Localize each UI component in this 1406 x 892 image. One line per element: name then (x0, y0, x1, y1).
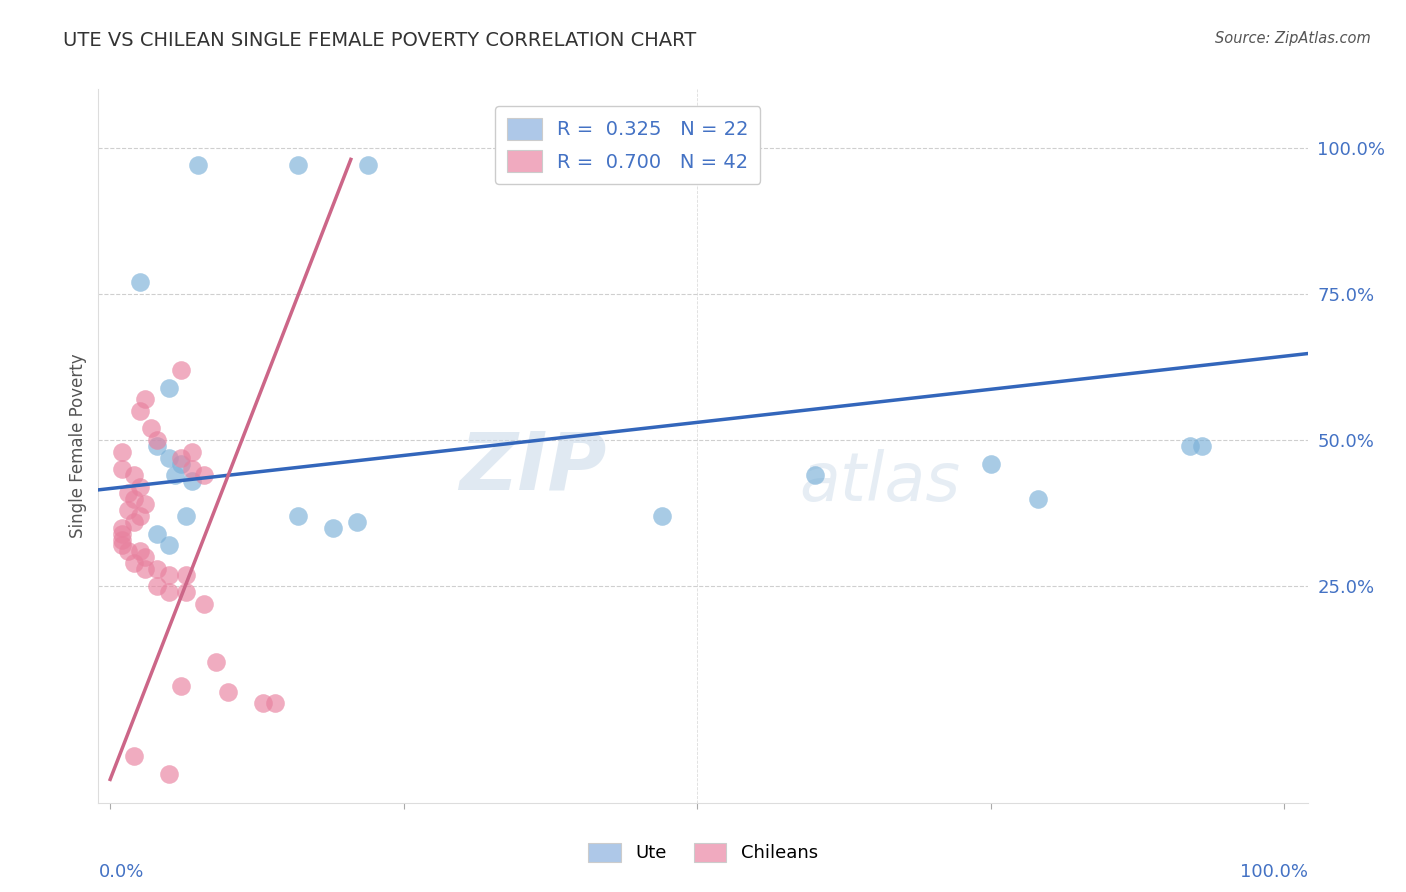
Point (146, 433, 169, 447)
Point (146, 579, 169, 593)
Point (169, 363, 191, 377)
Point (176, 509, 198, 524)
Point (287, 509, 309, 524)
Point (322, 521, 344, 535)
Point (111, 526, 134, 541)
Point (117, 485, 139, 500)
Text: UTE VS CHILEAN SINGLE FEMALE POVERTY CORRELATION CHART: UTE VS CHILEAN SINGLE FEMALE POVERTY COR… (63, 31, 696, 50)
Point (157, 766, 180, 780)
Point (117, 503, 139, 517)
Point (157, 380, 180, 394)
Point (122, 491, 145, 506)
Point (1026, 491, 1049, 506)
Point (111, 521, 134, 535)
Point (176, 567, 198, 582)
Point (169, 450, 191, 465)
Legend: Ute, Chileans: Ute, Chileans (581, 836, 825, 870)
Point (128, 480, 150, 494)
Point (128, 275, 150, 289)
Point (134, 392, 156, 407)
Point (117, 544, 139, 558)
Point (1180, 439, 1202, 453)
Text: Source: ZipAtlas.com: Source: ZipAtlas.com (1215, 31, 1371, 46)
Text: ZIP: ZIP (458, 428, 606, 507)
Point (181, 445, 204, 459)
Point (122, 556, 145, 570)
Legend: R =  0.325   N = 22, R =  0.700   N = 42: R = 0.325 N = 22, R = 0.700 N = 42 (495, 106, 761, 184)
Point (176, 585, 198, 599)
Point (128, 544, 150, 558)
Text: atlas: atlas (800, 449, 960, 515)
Point (346, 515, 368, 529)
Point (193, 468, 215, 483)
Point (204, 656, 226, 670)
Point (122, 749, 145, 764)
Point (263, 697, 285, 711)
Point (134, 498, 156, 512)
Point (111, 533, 134, 547)
Point (111, 462, 134, 476)
Point (128, 509, 150, 524)
Point (111, 538, 134, 552)
Point (157, 567, 180, 582)
Point (980, 457, 1002, 471)
Point (157, 585, 180, 599)
Point (651, 509, 673, 524)
Point (181, 474, 204, 488)
Y-axis label: Single Female Poverty: Single Female Poverty (69, 354, 87, 538)
Point (146, 439, 169, 453)
Point (122, 468, 145, 483)
Point (287, 158, 309, 172)
Point (193, 597, 215, 611)
Point (357, 158, 380, 172)
Point (803, 468, 825, 483)
Point (141, 421, 163, 435)
Point (111, 445, 134, 459)
Point (181, 462, 204, 476)
Point (134, 550, 156, 565)
Point (157, 538, 180, 552)
Text: 100.0%: 100.0% (1240, 863, 1308, 881)
Text: 0.0%: 0.0% (98, 863, 143, 881)
Point (1191, 439, 1213, 453)
Point (169, 679, 191, 693)
Point (146, 526, 169, 541)
Point (157, 450, 180, 465)
Point (163, 468, 186, 483)
Point (122, 515, 145, 529)
Point (217, 684, 239, 698)
Point (169, 457, 191, 471)
Point (134, 562, 156, 576)
Point (252, 697, 274, 711)
Point (146, 562, 169, 576)
Point (187, 158, 209, 172)
Point (128, 404, 150, 418)
